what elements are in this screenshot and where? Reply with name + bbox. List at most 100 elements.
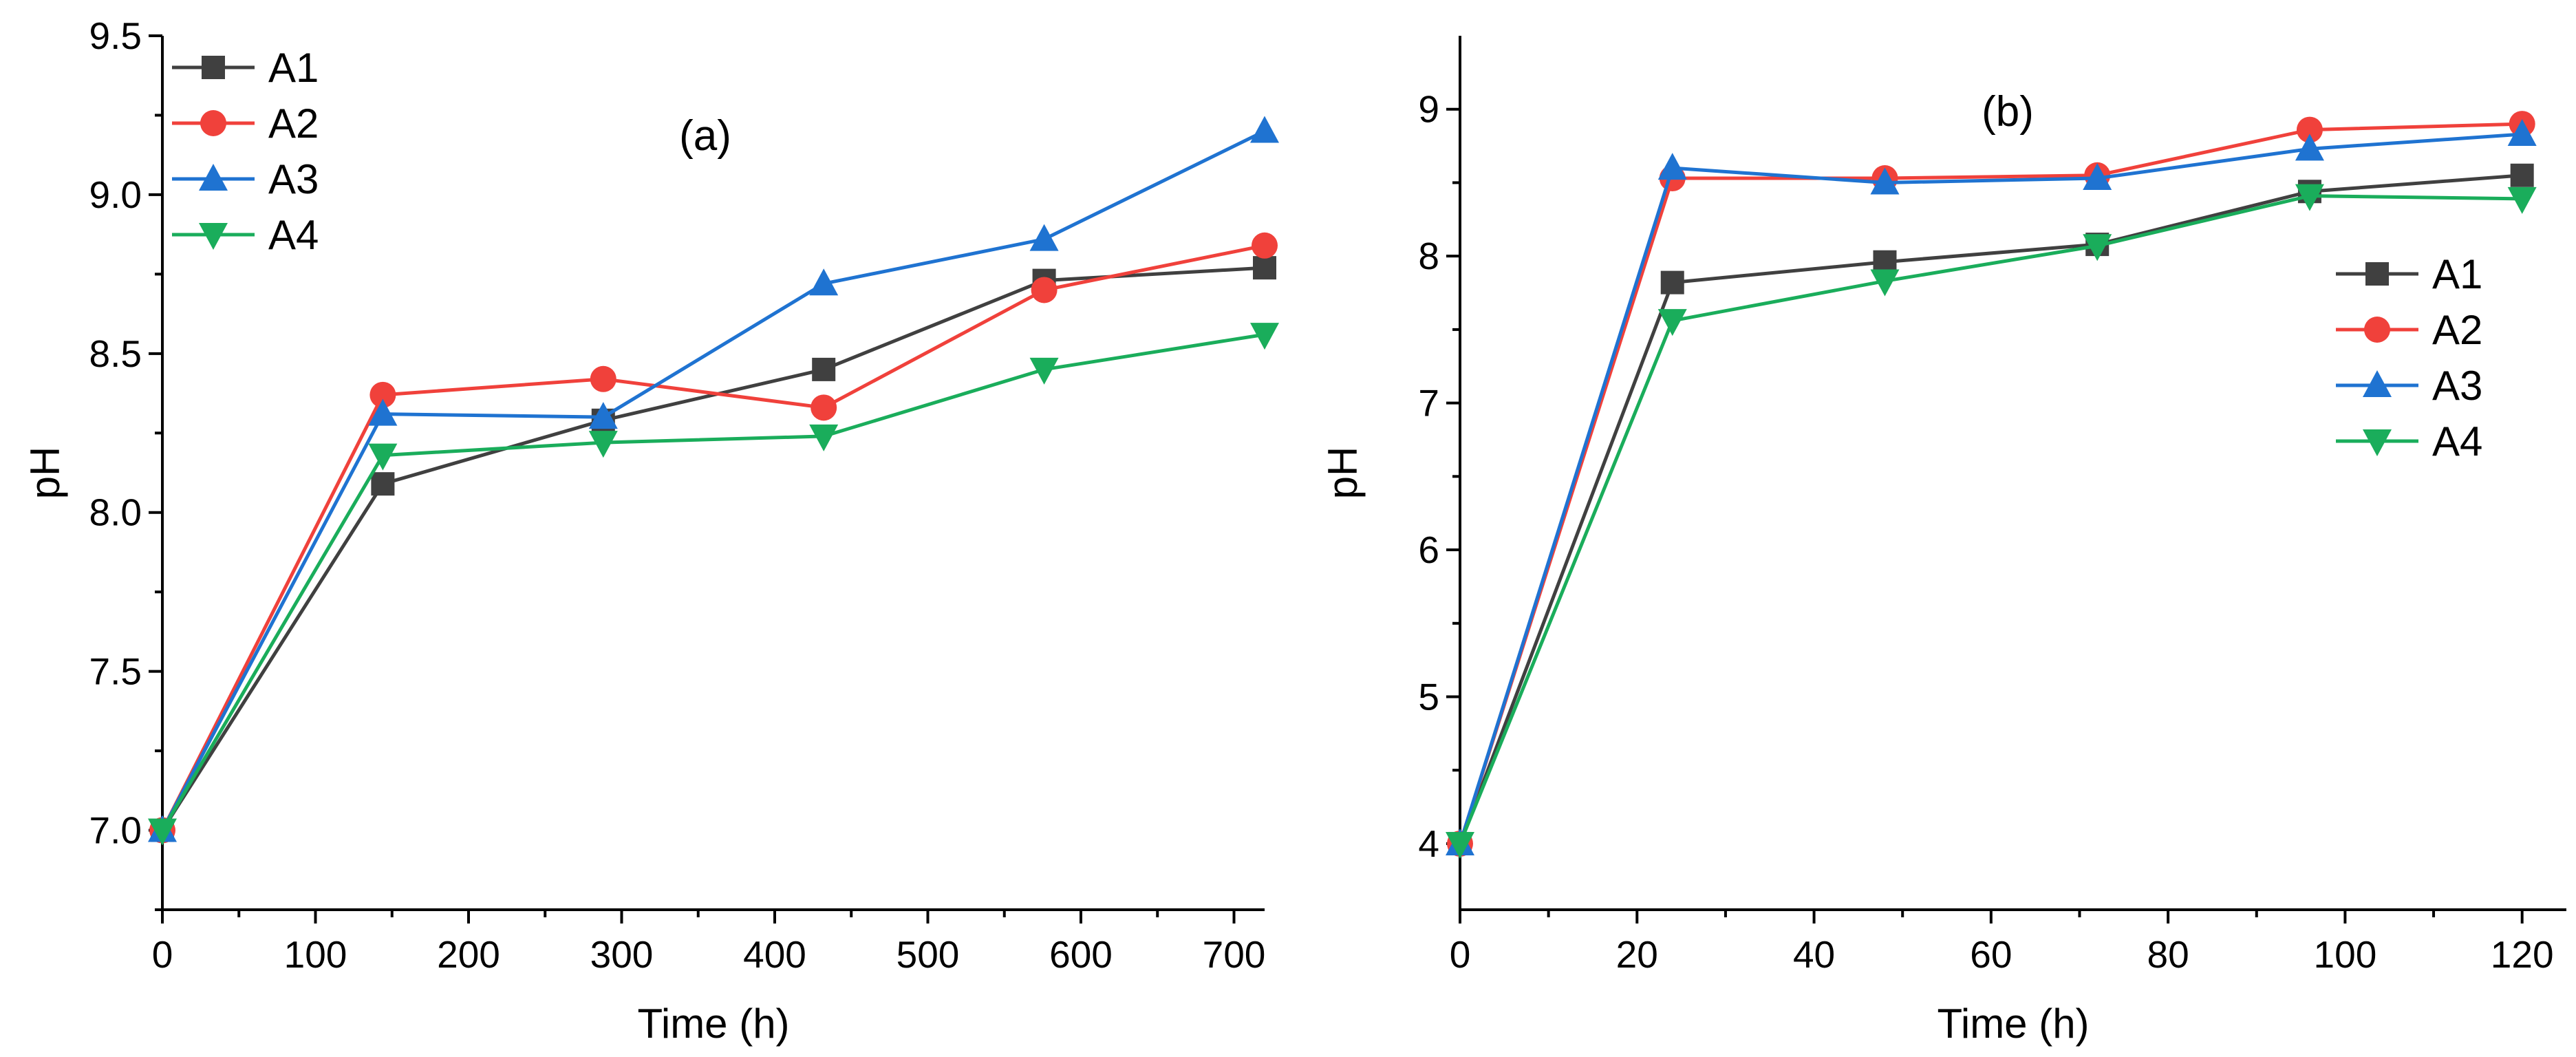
data-point-a2 (1031, 277, 1058, 303)
series-a4 (148, 323, 1279, 846)
y-tick-label: 5 (1418, 676, 1439, 718)
legend-label: A2 (2432, 307, 2482, 353)
x-tick-label: 40 (1793, 933, 1835, 976)
chart-panel-b: 0 20 40 60 80 100 120 4 5 6 7 8 9 Time (h) pH (b) A1 A2 A3… (1320, 36, 2566, 1047)
panel-label: (b) (1982, 88, 2034, 136)
legend-marker (2365, 262, 2389, 286)
data-point-a4 (1029, 357, 1059, 385)
legend-marker (199, 164, 228, 191)
x-axis-title: Time (h) (637, 1001, 789, 1047)
legend-marker (2363, 429, 2392, 456)
data-point-a3 (2295, 134, 2324, 161)
y-tick-label: 8.5 (89, 332, 142, 375)
x-tick-label: 0 (152, 933, 173, 976)
x-tick-label: 100 (2314, 933, 2377, 976)
data-point-a1 (1660, 270, 1684, 295)
y-axis-title: pH (1320, 447, 1366, 500)
series-line-a2 (1458, 122, 2522, 844)
legend-label: A3 (268, 156, 319, 202)
chart-panel-a: 0 100 200 300 400 500 600 700 7.0 7.5 8.0 8.5 9.0 9.5… (22, 14, 1279, 1047)
y-tick-label: 8.0 (89, 491, 142, 534)
y-tick-label: 4 (1418, 822, 1439, 865)
series-line-a4 (160, 332, 1265, 831)
data-point-a1 (2510, 163, 2534, 187)
x-tick-label: 700 (1203, 933, 1266, 976)
data-point-a4 (2295, 184, 2324, 211)
data-point-a3 (1870, 167, 1900, 195)
x-tick-label: 20 (1616, 933, 1658, 976)
series-line-a3 (160, 129, 1266, 831)
data-point-a4 (588, 431, 618, 458)
y-tick-label: 7 (1418, 382, 1439, 425)
data-point-a3 (1657, 153, 1687, 180)
y-tick-label: 8 (1418, 235, 1439, 277)
legend-label: A3 (2432, 363, 2482, 409)
x-tick-label: 500 (897, 933, 960, 976)
y-tick-label: 6 (1418, 528, 1439, 571)
series-a1 (151, 256, 1276, 842)
x-tick-label: 100 (284, 933, 347, 976)
legend-marker (2363, 370, 2392, 397)
data-point-a1 (812, 357, 836, 381)
data-point-a2 (811, 394, 837, 421)
legend-marker (199, 223, 228, 250)
series-line-a3 (1458, 132, 2522, 844)
series-a4 (1446, 184, 2537, 859)
series-a3 (148, 116, 1279, 842)
data-point-a4 (809, 424, 839, 451)
x-tick-label: 600 (1049, 933, 1113, 976)
legend: A1 A2 A3 A4 (2336, 251, 2482, 465)
series-a2 (1447, 111, 2535, 857)
data-point-a1 (1253, 256, 1276, 280)
data-point-a2 (590, 365, 616, 392)
x-tick-label: 120 (2491, 933, 2554, 976)
data-point-a2 (369, 381, 396, 408)
x-tick-label: 400 (743, 933, 806, 976)
legend-label: A4 (2432, 418, 2482, 465)
data-point-a4 (2507, 186, 2537, 214)
x-tick-label: 60 (1970, 933, 2012, 976)
data-point-a3 (1250, 116, 1279, 143)
legend-label: A2 (268, 100, 319, 147)
y-tick-label: 9.0 (89, 173, 142, 216)
data-point-a3 (809, 268, 839, 296)
x-tick-label: 0 (1450, 933, 1471, 976)
y-tick-label: 9 (1418, 88, 1439, 131)
x-tick-label: 200 (437, 933, 500, 976)
y-tick-label: 7.0 (89, 809, 142, 852)
x-tick-label: 300 (590, 933, 654, 976)
series-a3 (1446, 119, 2537, 855)
legend-marker (202, 56, 225, 79)
data-point-a3 (588, 402, 618, 429)
data-point-a1 (371, 472, 395, 496)
data-point-a3 (1029, 224, 1059, 251)
series-line-a1 (1458, 173, 2522, 844)
y-tick-label: 7.5 (89, 650, 142, 693)
data-point-a3 (2083, 163, 2112, 191)
data-point-a4 (368, 443, 398, 471)
data-point-a4 (1870, 269, 1900, 297)
data-point-a4 (1250, 323, 1279, 350)
data-point-a2 (1252, 232, 1278, 259)
x-tick-label: 80 (2147, 933, 2189, 976)
data-point-a3 (368, 398, 398, 426)
legend-label: A1 (2432, 251, 2482, 297)
x-axis-title: Time (h) (1937, 1001, 2089, 1047)
y-axis-title: pH (22, 447, 68, 500)
data-point-a4 (1657, 309, 1687, 337)
data-point-a4 (1446, 831, 1474, 859)
legend-marker (2364, 317, 2390, 343)
y-tick-label: 9.5 (89, 14, 142, 57)
series-line-a4 (1458, 194, 2522, 844)
data-point-a4 (2083, 234, 2112, 261)
data-point-a3 (2507, 119, 2537, 147)
data-point-a2 (2296, 116, 2323, 143)
series-line-a2 (160, 244, 1265, 831)
legend-label: A4 (268, 212, 319, 258)
legend-label: A1 (268, 45, 319, 91)
panel-label: (a) (679, 112, 731, 160)
legend: A1 A2 A3 A4 (172, 45, 319, 258)
legend-marker (200, 110, 226, 136)
data-point-a4 (148, 818, 177, 846)
